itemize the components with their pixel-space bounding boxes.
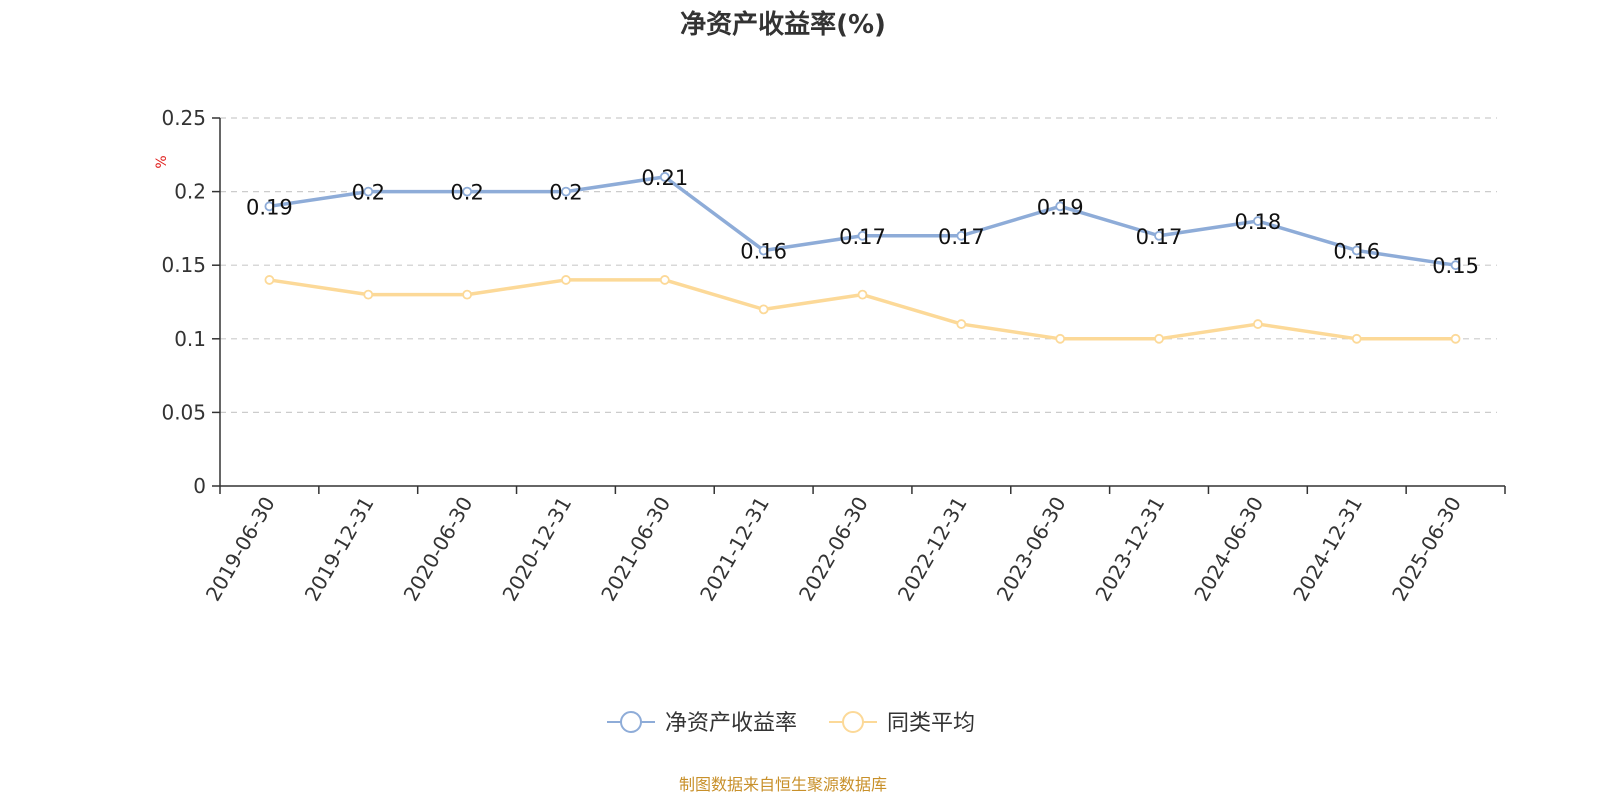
data-label: 0.17 (839, 225, 886, 249)
data-point[interactable] (1252, 216, 1263, 226)
data-point[interactable] (561, 186, 571, 197)
data-point[interactable] (1351, 245, 1362, 256)
data-point[interactable] (462, 289, 473, 300)
data-point[interactable] (1055, 201, 1066, 212)
x-tick-label: 2022-06-30 (794, 493, 873, 606)
y-tick-label: 0.2 (174, 180, 206, 204)
legend[interactable]: 净资产收益率 同类平均 (607, 711, 975, 736)
legend-label: 同类平均 (887, 711, 975, 736)
x-tick-label: 2022-12-31 (893, 493, 972, 606)
legend-marker (842, 711, 864, 733)
legend-label: 净资产收益率 (665, 711, 797, 736)
x-tick-label: 2019-06-30 (201, 493, 280, 606)
x-tick-label: 2024-12-31 (1288, 493, 1367, 606)
data-point[interactable] (956, 230, 967, 241)
x-tick-label: 2021-06-30 (596, 493, 675, 606)
legend-item[interactable]: 同类平均 (829, 711, 975, 736)
data-point[interactable] (1055, 333, 1066, 344)
y-tick-label: 0.05 (161, 400, 206, 424)
x-tick-label: 2020-12-31 (497, 493, 576, 606)
data-label: 0.16 (740, 239, 787, 263)
data-label: 0.18 (1235, 210, 1282, 234)
legend-item[interactable]: 净资产收益率 (607, 711, 797, 736)
data-label: 0.2 (450, 181, 483, 205)
x-tick-label: 2023-12-31 (1090, 493, 1169, 606)
series-line (269, 278, 1456, 341)
x-tick-label: 2023-06-30 (992, 493, 1071, 606)
data-point[interactable] (1154, 333, 1164, 344)
data-label: 0.2 (352, 181, 385, 205)
x-tick-label: 2024-06-30 (1189, 493, 1268, 606)
data-point[interactable] (363, 186, 374, 197)
source-note: 制图数据来自恒生聚源数据库 (679, 775, 887, 794)
data-point[interactable] (1252, 319, 1263, 329)
data-label: 0.19 (246, 195, 293, 219)
data-point[interactable] (264, 201, 275, 212)
data-point[interactable] (561, 275, 571, 285)
data-label: 0.21 (641, 166, 688, 190)
y-tick-label: 0 (193, 474, 206, 498)
x-tick-label: 2019-12-31 (300, 493, 379, 606)
data-point[interactable] (1154, 230, 1164, 241)
grid-lines (220, 117, 1497, 413)
data-label: 0.17 (1136, 225, 1183, 249)
y-tick-label: 0.15 (161, 253, 206, 277)
x-tick-label: 2020-06-30 (399, 492, 478, 605)
y-axis-unit: % (154, 155, 170, 168)
y-tick-label: 0.25 (161, 106, 206, 130)
data-point[interactable] (659, 275, 670, 285)
data-point[interactable] (462, 186, 473, 197)
series-layer (264, 171, 1461, 344)
data-point[interactable] (758, 245, 769, 256)
data-point[interactable] (659, 171, 670, 182)
data-point[interactable] (1351, 333, 1362, 344)
legend-marker (620, 711, 642, 733)
data-label: 0.17 (938, 225, 985, 249)
data-point[interactable] (857, 289, 868, 300)
y-tick-label: 0.1 (174, 327, 206, 351)
data-point[interactable] (758, 304, 769, 315)
data-label: 0.19 (1037, 195, 1084, 219)
data-labels: 0.19 0.2 0.2 0.2 0.21 0.16 0.17 0.17 0.19 0.17 0.1… (246, 166, 1479, 278)
data-point[interactable] (264, 275, 275, 285)
data-point[interactable] (857, 230, 868, 241)
data-point[interactable] (363, 289, 374, 300)
data-label: 0.16 (1333, 239, 1380, 263)
data-point[interactable] (956, 319, 967, 329)
data-label: 0.15 (1432, 254, 1479, 278)
x-tick-label: 2025-06-30 (1387, 493, 1466, 606)
data-point[interactable] (1450, 260, 1461, 271)
chart-title: 净资产收益率(%) (680, 9, 886, 40)
data-point[interactable] (1450, 333, 1461, 344)
x-tick-label: 2021-12-31 (695, 493, 774, 606)
data-label: 0.2 (549, 181, 582, 205)
